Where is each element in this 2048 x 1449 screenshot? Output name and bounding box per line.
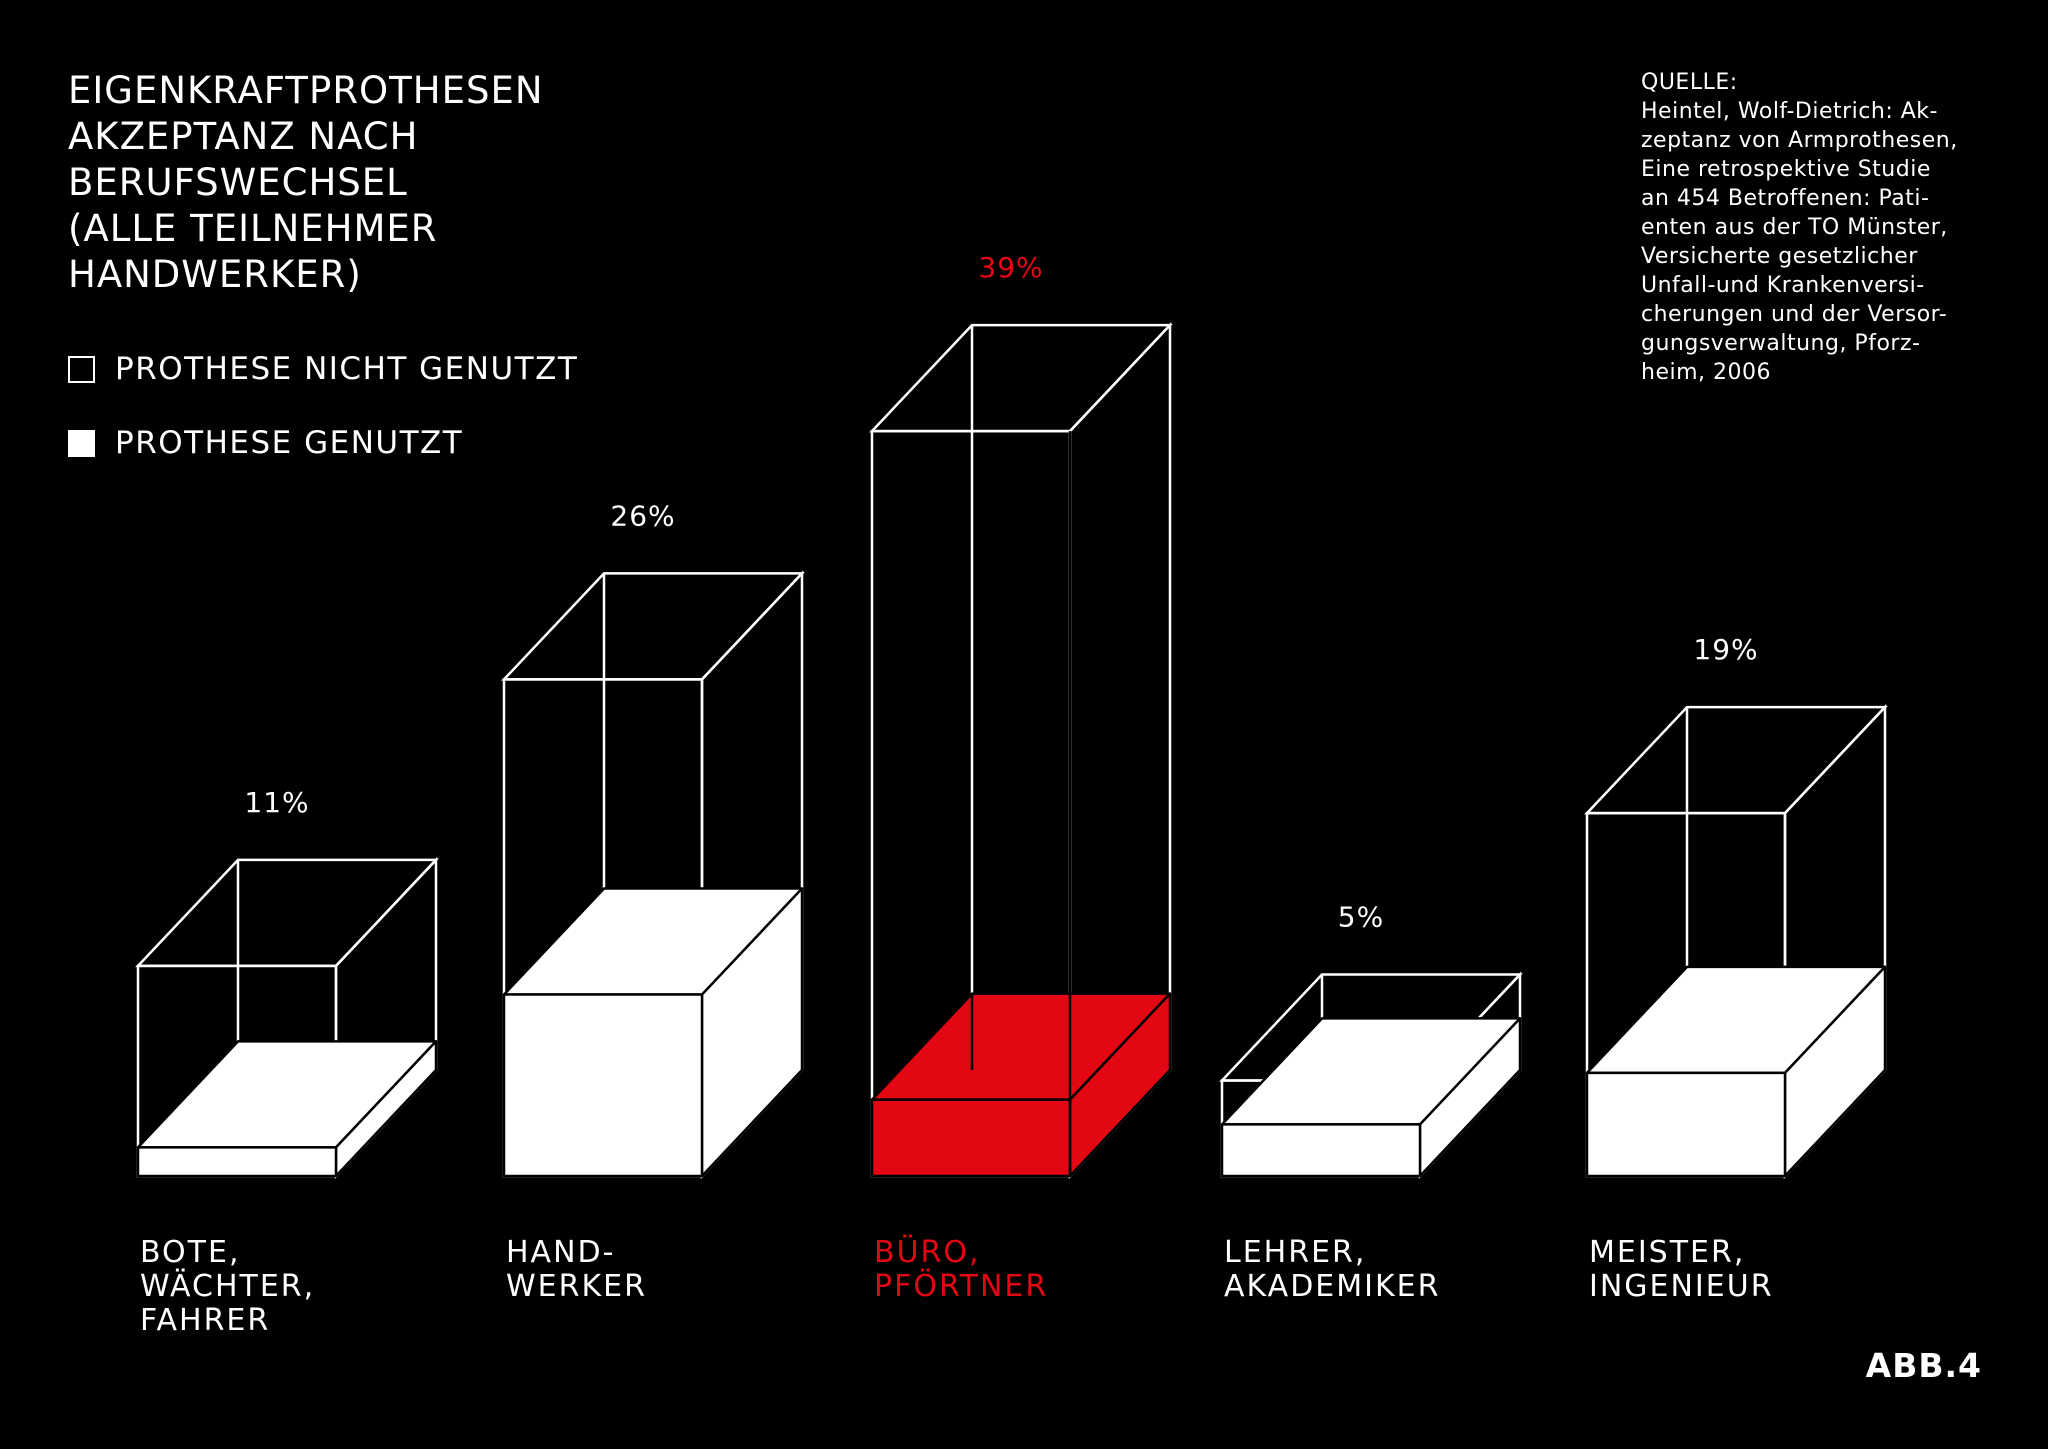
source-line: zeptanz von Armprothesen, <box>1641 128 1958 153</box>
source-line: QUELLE: <box>1641 70 1738 95</box>
legend-swatch-outline <box>68 355 95 383</box>
bar-outline-top <box>869 323 1173 433</box>
bar-outline-top <box>135 858 439 968</box>
category-label-line: WERKER <box>506 1269 647 1304</box>
legend-swatch-filled <box>68 429 95 457</box>
category-label: MEISTER, INGENIEUR <box>1589 1236 1774 1304</box>
category-label-line: PFÖRTNER <box>874 1269 1049 1304</box>
bar-used-front <box>136 1146 338 1178</box>
category-label-line: INGENIEUR <box>1589 1269 1774 1304</box>
source-line: Heintel, Wolf-Dietrich: Ak- <box>1641 99 1938 124</box>
bar-used-front <box>1585 1071 1787 1178</box>
bar-total-label: 5% <box>1338 901 1384 934</box>
bar-total-label: 19% <box>1693 633 1758 666</box>
figure-number: ABB.4 <box>1865 1346 1982 1385</box>
title-line: AKZEPTANZ NACH <box>68 115 419 158</box>
source-line: enten aus der TO Münster, <box>1641 215 1948 240</box>
bar-total-label: 11% <box>244 786 309 819</box>
legend-label-used: PROTHESE GENUTZT <box>115 425 464 461</box>
category-label: BÜRO, PFÖRTNER <box>874 1236 1048 1304</box>
title-line: EIGENKRAFTPROTHESEN <box>68 69 544 112</box>
legend-label-not-used: PROTHESE NICHT GENUTZT <box>115 351 579 387</box>
category-label: HAND- WERKER <box>506 1236 647 1304</box>
category-label-line: FAHRER <box>140 1303 271 1338</box>
source-note: QUELLE: Heintel, Wolf-Dietrich: Ak- zept… <box>1641 68 1958 387</box>
chart-title: EIGENKRAFTPROTHESEN AKZEPTANZ NACH BERUF… <box>68 68 544 298</box>
legend-item-used: PROTHESE GENUTZT <box>68 425 463 461</box>
title-line: HANDWERKER) <box>68 253 362 296</box>
category-label-line: BÜRO, <box>874 1235 981 1270</box>
bar-used-front <box>502 993 704 1178</box>
category-label-line: LEHRER, <box>1224 1235 1367 1270</box>
bar-total-label: 39% <box>978 251 1043 284</box>
category-label-line: MEISTER, <box>1589 1235 1746 1270</box>
source-line: Versicherte gesetzlicher <box>1641 244 1918 269</box>
source-line: cherungen und der Versor- <box>1641 302 1948 327</box>
bar-outline-top <box>501 572 805 681</box>
title-line: (ALLE TEILNEHMER <box>68 207 438 250</box>
category-label-line: WÄCHTER, <box>140 1269 316 1304</box>
category-label-line: HAND- <box>506 1235 616 1270</box>
source-line: Eine retrospektive Studie <box>1641 157 1931 182</box>
source-line: Unfall-und Krankenversi- <box>1641 273 1925 298</box>
category-label: BOTE, WÄCHTER, FAHRER <box>140 1236 315 1338</box>
source-line: heim, 2006 <box>1641 360 1771 385</box>
bar-used-front <box>1220 1123 1422 1178</box>
source-line: an 454 Betroffenen: Pati- <box>1641 186 1930 211</box>
bar-outline-top <box>1584 705 1888 815</box>
title-line: BERUFSWECHSEL <box>68 161 408 204</box>
legend-item-not-used: PROTHESE NICHT GENUTZT <box>68 351 578 387</box>
category-label-line: BOTE, <box>140 1235 241 1270</box>
category-label: LEHRER, AKADEMIKER <box>1224 1236 1440 1304</box>
bar-used-front <box>870 1098 1072 1178</box>
category-label-line: AKADEMIKER <box>1224 1269 1441 1304</box>
bar-total-label: 26% <box>610 499 675 532</box>
source-line: gungsverwaltung, Pforz- <box>1641 331 1921 356</box>
